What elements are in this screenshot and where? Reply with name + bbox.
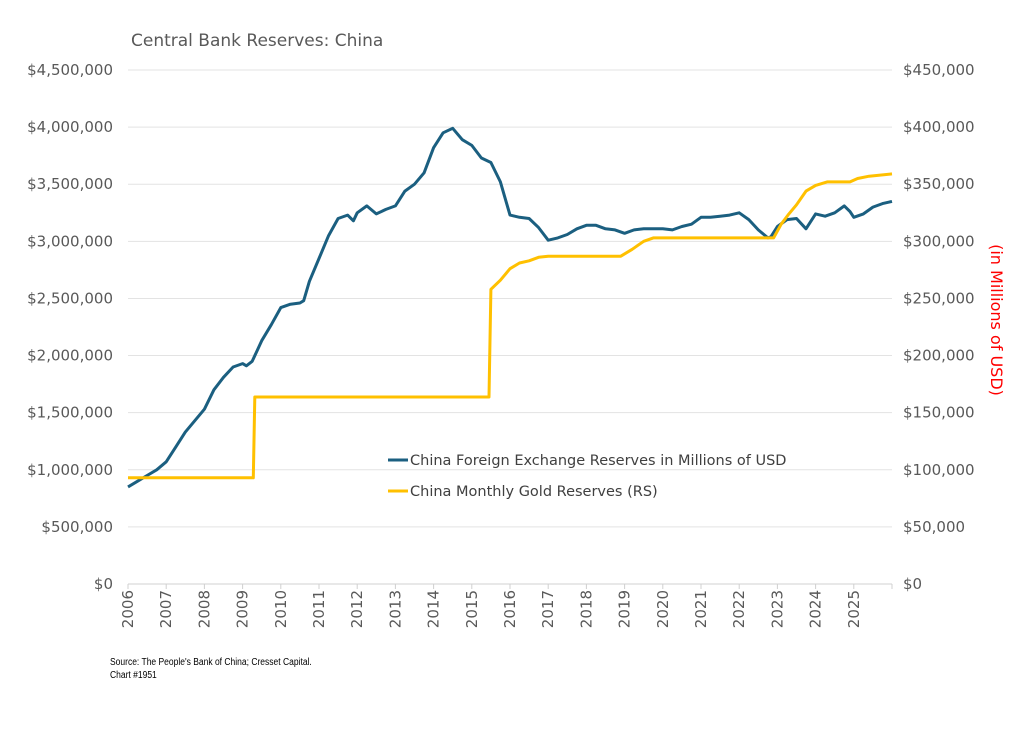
x-tick-label: 2023 — [768, 590, 786, 628]
x-tick-label: 2014 — [425, 590, 443, 628]
gold-reserves-line — [128, 172, 893, 480]
x-tick-label: 2009 — [234, 590, 252, 628]
right-tick-label: $350,000 — [903, 175, 975, 193]
left-tick-label: $4,000,000 — [27, 118, 113, 136]
left-tick-label: $2,500,000 — [27, 289, 113, 307]
x-tick-label: 2013 — [386, 590, 404, 628]
x-tick-label: 2021 — [692, 590, 710, 628]
x-tick-label: 2011 — [310, 590, 328, 628]
x-tick-label: 2024 — [807, 590, 825, 628]
right-tick-label: $100,000 — [903, 461, 975, 479]
x-tick-label: 2015 — [463, 590, 481, 628]
right-tick-label: $450,000 — [903, 61, 975, 79]
x-tick-label: 2016 — [501, 590, 519, 628]
x-tick-label: 2020 — [654, 590, 672, 628]
right-tick-label: $300,000 — [903, 232, 975, 250]
left-tick-label: $0 — [94, 575, 113, 593]
right-axis-title: (in Millions of USD) — [987, 244, 1006, 396]
right-tick-label: $250,000 — [903, 289, 975, 307]
x-tick-label: 2022 — [730, 590, 748, 628]
x-axis: 2006 2007 2008 2009 2010 2011 2012 2013 2014 2015… — [119, 584, 893, 628]
x-tick-label: 2018 — [577, 590, 595, 628]
left-tick-label: $1,000,000 — [27, 461, 113, 479]
right-tick-label: $200,000 — [903, 347, 975, 365]
gridlines — [128, 69, 892, 585]
fx-reserves-line — [127, 126, 893, 489]
left-axis: $0 $500,000 $1,000,000 $1,500,000 $2,000,000… — [27, 61, 113, 593]
chart-title: Central Bank Reserves: China — [131, 31, 383, 51]
x-tick-label: 2008 — [195, 590, 213, 628]
left-tick-label: $3,500,000 — [27, 175, 113, 193]
x-tick-label: 2019 — [616, 590, 634, 628]
legend: China Foreign Exchange Reserves in Milli… — [388, 453, 786, 500]
x-tick-label: 2007 — [157, 590, 175, 628]
series-lines — [127, 126, 893, 489]
left-tick-label: $1,500,000 — [27, 404, 113, 422]
x-tick-label: 2025 — [845, 590, 863, 628]
x-tick-label: 2012 — [348, 590, 366, 628]
left-tick-label: $2,000,000 — [27, 347, 113, 365]
right-tick-label: $400,000 — [903, 118, 975, 136]
left-tick-label: $500,000 — [41, 518, 113, 536]
right-tick-label: $0 — [903, 575, 922, 593]
right-axis: $0 $50,000 $100,000 $150,000 $200,000 $250,00… — [903, 61, 975, 593]
x-tick-label: 2017 — [539, 590, 557, 628]
x-tick-label: 2010 — [272, 590, 290, 628]
legend-label-gold: China Monthly Gold Reserves (RS) — [410, 484, 658, 500]
left-tick-label: $3,000,000 — [27, 232, 113, 250]
legend-label-fx: China Foreign Exchange Reserves in Milli… — [410, 453, 786, 469]
right-tick-label: $150,000 — [903, 404, 975, 422]
source-note: Source: The People's Bank of China; Cres… — [110, 657, 312, 668]
chart-number: Chart #1951 — [110, 670, 157, 681]
left-tick-label: $4,500,000 — [27, 61, 113, 79]
x-tick-label: 2006 — [119, 590, 137, 628]
right-tick-label: $50,000 — [903, 518, 965, 536]
